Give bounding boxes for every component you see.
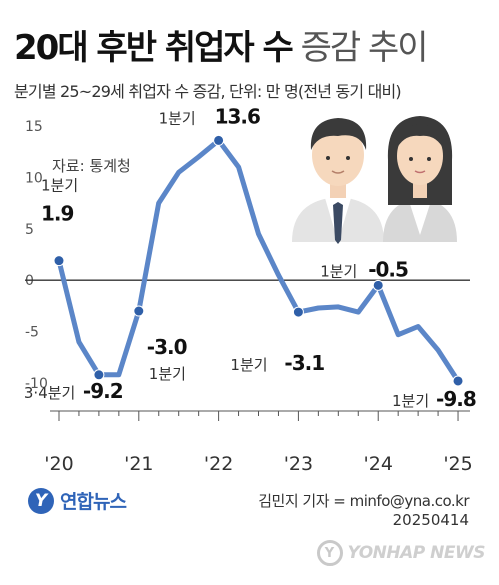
annotation-period: 1분기 [159, 109, 196, 127]
data-point [93, 369, 105, 381]
y-tick-label: 5 [25, 222, 34, 238]
annotation-period: 1분기 [149, 365, 186, 383]
series-line [56, 137, 461, 384]
y-tick-label: 10 [25, 170, 43, 186]
watermark-logo-icon: Y [316, 540, 343, 566]
source-label: 자료: 통계청 [52, 157, 131, 175]
yonhap-logo-icon: Y [28, 487, 54, 514]
annotation-value: 1.9 [41, 202, 74, 226]
annotation-value: -9.2 [83, 379, 123, 403]
x-tick-label: '20 [44, 453, 73, 475]
people-illustration [292, 116, 457, 244]
title-bold: 20대 후반 취업자 수 [14, 28, 294, 68]
annotation-period: 1분기 [392, 392, 429, 410]
annotation-value: 13.6 [215, 104, 260, 128]
data-point [133, 305, 145, 317]
y-axis-ticks: 15 10 5 0 -5 -10 [25, 119, 48, 392]
annotation-value: -9.8 [436, 387, 476, 411]
data-point [213, 134, 225, 146]
annotation-period: 1분기 [320, 262, 357, 280]
annotation-value: -3.1 [284, 351, 324, 375]
chart-title: 20대 후반 취업자 수 증감 추이 [14, 20, 429, 69]
annotation-value: -0.5 [368, 257, 408, 281]
reporter-credit: 김민지 기자 = minfo@yna.co.kr [258, 492, 469, 510]
y-tick-label: 15 [25, 119, 43, 135]
x-tick-label: '22 [204, 453, 233, 475]
woman-figure [383, 116, 457, 242]
annotation-period: 3·4분기 [24, 384, 75, 402]
data-point [53, 255, 65, 267]
y-tick-label: -10 [25, 376, 48, 392]
title-light: 증감 추이 [300, 28, 429, 68]
watermark-text: YONHAP NEWS [347, 543, 486, 563]
x-tick-label: '25 [443, 453, 472, 475]
watermark: Y YONHAP NEWS [316, 540, 486, 566]
x-axis: '20 '21 '22 '23 '24 '25 [44, 410, 473, 475]
x-tick-label: '21 [124, 453, 153, 475]
publisher-logo: Y 연합뉴스 [28, 487, 127, 514]
annotation-value: -3.0 [147, 335, 187, 359]
data-point [292, 306, 304, 318]
data-series [53, 134, 464, 387]
y-tick-label: -5 [25, 325, 39, 341]
publish-date: 20250414 [392, 511, 469, 529]
x-tick-label: '24 [364, 453, 393, 475]
chart-subtitle: 분기별 25~29세 취업자 수 증감, 단위: 만 명(전년 동기 대비) [14, 82, 402, 101]
man-figure [292, 118, 384, 244]
publisher-name: 연합뉴스 [60, 491, 127, 513]
annotation-period: 1분기 [230, 356, 267, 374]
data-point [452, 375, 464, 387]
y-tick-label: 0 [25, 273, 34, 289]
annotation-period: 1분기 [41, 177, 78, 195]
data-point [372, 279, 384, 291]
x-tick-label: '23 [284, 453, 313, 475]
